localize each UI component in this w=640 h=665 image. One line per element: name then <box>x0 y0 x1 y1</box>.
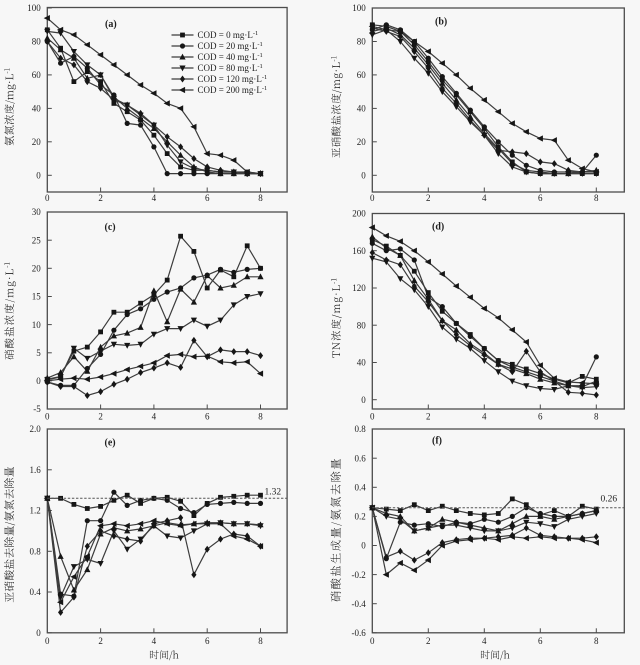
svg-text:0: 0 <box>361 171 366 181</box>
svg-text:0: 0 <box>36 628 41 638</box>
svg-text:0: 0 <box>45 193 50 203</box>
svg-text:6: 6 <box>538 193 543 203</box>
svg-text:8: 8 <box>594 636 599 646</box>
svg-text:2.0: 2.0 <box>30 424 42 434</box>
svg-text:-0.2: -0.2 <box>352 570 366 580</box>
svg-text:2: 2 <box>98 412 103 422</box>
svg-text:6: 6 <box>205 636 210 646</box>
svg-text:100: 100 <box>27 3 41 13</box>
svg-text:60: 60 <box>32 70 42 80</box>
svg-text:4: 4 <box>152 193 157 203</box>
svg-text:(c): (c) <box>105 222 116 233</box>
svg-text:30: 30 <box>32 207 42 217</box>
svg-text:0.4: 0.4 <box>355 483 367 493</box>
svg-text:40: 40 <box>357 358 367 368</box>
svg-text:8: 8 <box>258 412 263 422</box>
svg-text:4: 4 <box>482 412 487 422</box>
svg-text:-0.4: -0.4 <box>352 599 367 609</box>
svg-text:2: 2 <box>426 636 431 646</box>
svg-text:80: 80 <box>32 37 42 47</box>
svg-text:20: 20 <box>32 264 42 274</box>
svg-text:80: 80 <box>357 37 367 47</box>
svg-text:0: 0 <box>361 541 366 551</box>
svg-text:25: 25 <box>32 235 42 245</box>
svg-text:1.6: 1.6 <box>30 465 42 475</box>
svg-text:0: 0 <box>36 171 41 181</box>
svg-text:6: 6 <box>538 412 543 422</box>
svg-text:6: 6 <box>538 636 543 646</box>
svg-text:COD = 20 mg·L-1: COD = 20 mg·L-1 <box>198 41 263 51</box>
svg-text:4: 4 <box>482 636 487 646</box>
svg-text:40: 40 <box>32 104 42 114</box>
svg-text:8: 8 <box>258 193 263 203</box>
svg-text:160: 160 <box>352 246 366 256</box>
svg-text:(d): (d) <box>432 222 444 233</box>
svg-text:0.26: 0.26 <box>601 495 618 505</box>
svg-text:0.4: 0.4 <box>30 587 42 597</box>
svg-text:5: 5 <box>36 348 41 358</box>
svg-text:4: 4 <box>152 636 157 646</box>
svg-text:2: 2 <box>98 193 103 203</box>
svg-text:200: 200 <box>352 209 366 219</box>
svg-text:(a): (a) <box>105 19 117 30</box>
svg-text:8: 8 <box>594 193 599 203</box>
svg-text:COD = 120 mg·L-1: COD = 120 mg·L-1 <box>198 74 268 84</box>
svg-text:0: 0 <box>370 193 375 203</box>
svg-text:40: 40 <box>357 104 367 114</box>
svg-text:0: 0 <box>36 376 41 386</box>
svg-text:0.6: 0.6 <box>355 453 367 463</box>
svg-text:2: 2 <box>98 636 103 646</box>
svg-text:1.2: 1.2 <box>30 506 41 516</box>
svg-text:100: 100 <box>352 3 366 13</box>
svg-text:6: 6 <box>205 193 210 203</box>
svg-text:(e): (e) <box>105 438 116 449</box>
svg-text:-0.6: -0.6 <box>352 628 367 638</box>
svg-text:120: 120 <box>352 283 366 293</box>
svg-text:0.8: 0.8 <box>30 547 42 557</box>
svg-text:0: 0 <box>45 412 50 422</box>
svg-text:COD = 40 mg·L-1: COD = 40 mg·L-1 <box>198 52 263 62</box>
svg-text:8: 8 <box>258 636 263 646</box>
svg-text:2: 2 <box>426 412 431 422</box>
svg-text:0: 0 <box>370 636 375 646</box>
svg-text:20: 20 <box>32 137 42 147</box>
svg-text:0: 0 <box>361 395 366 405</box>
svg-text:COD = 80 mg·L-1: COD = 80 mg·L-1 <box>198 63 263 73</box>
svg-text:20: 20 <box>357 137 367 147</box>
svg-text:6: 6 <box>205 412 210 422</box>
svg-text:-5: -5 <box>33 404 41 414</box>
svg-text:0: 0 <box>45 636 50 646</box>
svg-text:4: 4 <box>152 412 157 422</box>
svg-text:4: 4 <box>482 193 487 203</box>
svg-text:80: 80 <box>357 320 367 330</box>
svg-text:(f): (f) <box>432 436 442 447</box>
svg-text:(b): (b) <box>435 17 447 28</box>
svg-text:8: 8 <box>594 412 599 422</box>
svg-text:15: 15 <box>32 292 42 302</box>
svg-text:1.32: 1.32 <box>265 488 282 498</box>
svg-text:0.2: 0.2 <box>355 512 366 522</box>
svg-text:0: 0 <box>370 412 375 422</box>
svg-text:COD = 200 mg·L-1: COD = 200 mg·L-1 <box>198 85 268 95</box>
svg-text:10: 10 <box>32 320 42 330</box>
svg-text:0.8: 0.8 <box>355 424 367 434</box>
svg-text:COD = 0 mg·L-1: COD = 0 mg·L-1 <box>198 30 259 40</box>
svg-text:2: 2 <box>426 193 431 203</box>
svg-text:60: 60 <box>357 70 367 80</box>
